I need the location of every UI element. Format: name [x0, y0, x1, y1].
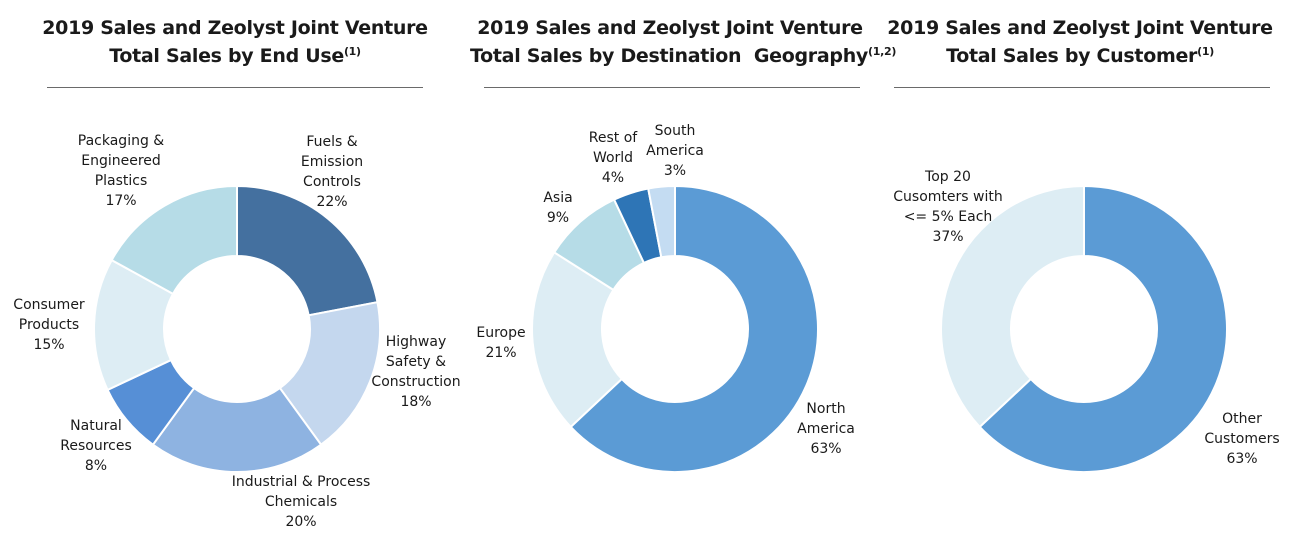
donut-slice [940, 184, 1085, 429]
footnote-ref: (1,2) [868, 45, 897, 58]
slice-category-label: America [797, 421, 855, 437]
chart-title-line1: 2019 Sales and Zeolyst Joint Venture [887, 17, 1273, 39]
slice-category-label: Highway [386, 334, 447, 350]
slice-label: South America 3% [646, 123, 704, 179]
slice-category-label: Europe [476, 325, 525, 341]
chart-panel-geography: 2019 Sales and Zeolyst Joint Venture Tot… [470, 0, 896, 554]
slice-label: Rest of World 4% [589, 130, 639, 186]
chart-title: 2019 Sales and Zeolyst Joint Venture Tot… [880, 16, 1280, 68]
slice-value-label: 18% [400, 394, 431, 410]
slice-value-label: 63% [810, 441, 841, 457]
donut-chart-customer: Other Customers 63% Top 20 Cusomters with <= … [893, 169, 1280, 473]
slice-category-label: Safety & [386, 354, 446, 370]
donut-chart-end-use: Fuels & Emission Controls 22% Highway Safety … [13, 133, 460, 530]
slice-category-label: Controls [303, 174, 361, 190]
footnote-ref: (1) [343, 45, 361, 58]
slice-value-label: 8% [85, 458, 107, 474]
chart-title-line2: Total Sales by End Use [109, 45, 344, 67]
slice-value-label: 63% [1226, 451, 1257, 467]
slice-value-label: 4% [602, 170, 624, 186]
slice-category-label: Fuels & [306, 134, 357, 150]
slice-category-label: Top 20 [924, 169, 971, 185]
slice-label: Europe 21% [476, 325, 525, 361]
slice-category-label: Resources [60, 438, 132, 454]
donut-slice [151, 386, 323, 473]
slice-label: Other Customers 63% [1204, 411, 1279, 467]
slice-category-label: Packaging & [78, 133, 165, 149]
slice-value-label: 15% [33, 337, 64, 353]
donut-slice [110, 184, 238, 296]
slice-category-label: Customers [1204, 431, 1279, 447]
slice-label: North America 63% [797, 401, 855, 457]
slice-category-label: <= 5% Each [904, 209, 993, 225]
donut-slice [236, 184, 379, 317]
slice-label: Industrial & Process Chemicals 20% [232, 474, 371, 530]
slice-label: Packaging & Engineered Plastics 17% [78, 133, 165, 209]
slice-label: Asia 9% [543, 190, 572, 226]
slice-label: Fuels & Emission Controls 22% [301, 134, 363, 210]
chart-title-line2: Total Sales by Destination Geography [470, 45, 869, 67]
slice-value-label: 22% [316, 194, 347, 210]
slice-category-label: Plastics [95, 173, 148, 189]
slice-value-label: 37% [932, 229, 963, 245]
donut-slice [647, 184, 676, 259]
slice-category-label: Industrial & Process [232, 474, 371, 490]
chart-title: 2019 Sales and Zeolyst Joint Venture Tot… [0, 16, 470, 68]
donut-slice [978, 184, 1228, 473]
chart-panel-customer: 2019 Sales and Zeolyst Joint Venture Tot… [880, 0, 1300, 554]
slice-category-label: South [655, 123, 696, 139]
slice-category-label: Asia [543, 190, 572, 206]
slice-value-label: 17% [105, 193, 136, 209]
slice-label: Highway Safety & Construction 18% [371, 334, 460, 410]
slice-category-label: North [806, 401, 845, 417]
slice-value-label: 21% [485, 345, 516, 361]
donut-slice [569, 184, 819, 473]
slice-category-label: Engineered [81, 153, 161, 169]
donut-chart-geography: North America 63% Europe 21% Asia 9% Rest of Wor… [476, 123, 855, 473]
slice-category-label: America [646, 143, 704, 159]
slice-category-label: Other [1222, 411, 1262, 427]
slice-value-label: 20% [285, 514, 316, 530]
slice-category-label: Natural [70, 418, 122, 434]
slice-category-label: Products [19, 317, 79, 333]
slice-category-label: Cusomters with [893, 189, 1002, 205]
slice-category-label: Emission [301, 154, 363, 170]
footnote-ref: (1) [1197, 45, 1214, 58]
slice-category-label: World [593, 150, 633, 166]
slice-category-label: Chemicals [265, 494, 337, 510]
title-rule [894, 87, 1270, 88]
slice-value-label: 9% [547, 210, 569, 226]
chart-title: 2019 Sales and Zeolyst Joint Venture Tot… [470, 16, 896, 68]
chart-title-line1: 2019 Sales and Zeolyst Joint Venture [42, 17, 428, 39]
slice-label: Top 20 Cusomters with <= 5% Each 37% [893, 169, 1002, 245]
slice-value-label: 3% [664, 163, 686, 179]
slice-category-label: Rest of [589, 130, 639, 146]
donut-slice [531, 250, 624, 429]
title-rule [484, 87, 860, 88]
title-rule [47, 87, 423, 88]
slice-label: Consumer Products 15% [13, 297, 85, 353]
chart-title-line2: Total Sales by Customer [946, 45, 1198, 67]
slice-category-label: Construction [371, 374, 460, 390]
donut-slice [278, 301, 381, 447]
slice-category-label: Consumer [13, 297, 85, 313]
chart-panel-end-use: 2019 Sales and Zeolyst Joint Venture Tot… [0, 0, 470, 554]
chart-title-line1: 2019 Sales and Zeolyst Joint Venture [477, 17, 863, 39]
slice-label: Natural Resources 8% [60, 418, 132, 474]
